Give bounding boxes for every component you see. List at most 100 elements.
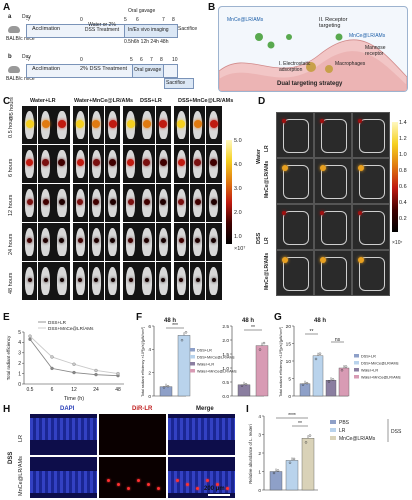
colon-tissue <box>321 119 347 153</box>
bar <box>255 345 269 397</box>
dapi-tissue <box>168 418 235 440</box>
fluorescence-signal <box>108 119 117 128</box>
series-line <box>29 339 119 377</box>
fluorescence-signal <box>210 198 217 205</box>
panel-e-letter: E <box>3 312 10 323</box>
mouse-image <box>88 223 105 261</box>
fluorescence-signal <box>77 198 84 205</box>
panel-a-letter: A <box>3 2 11 13</box>
y-tick-label: 2 <box>258 451 261 457</box>
colon-row-label: MnCe@LR/AMs <box>264 252 270 290</box>
group-header: DSS+MnCe@LR/AMs <box>178 98 234 104</box>
fluorescence-signal <box>178 198 185 205</box>
panel-i-letter: I <box>246 404 249 415</box>
mouse-image <box>123 262 139 300</box>
dir-signal <box>216 483 219 486</box>
fluorescence-signal <box>143 198 150 205</box>
bar <box>159 386 173 397</box>
y-tick-label: 2 <box>18 361 21 367</box>
y-tick-label: 1 <box>18 371 21 377</box>
colon-image <box>276 204 314 250</box>
panel-f-letter: F <box>136 312 143 323</box>
mouse-icon <box>8 26 20 33</box>
fluorescence-signal <box>109 198 116 205</box>
dapi-tissue <box>30 471 97 493</box>
fluorescence-signal <box>210 159 218 166</box>
legend-label: Water+MnCe@LR/AMs <box>361 376 401 380</box>
significance-label: ** <box>251 325 255 331</box>
fluorescence-signal <box>320 119 324 123</box>
y-tick-label: 0 <box>18 382 21 388</box>
row-label-mnce: MnCe@LR/AMs <box>18 456 24 496</box>
data-point <box>272 471 276 475</box>
panel-h-scalebar-label: 200 μm <box>204 486 225 492</box>
mouse-image <box>123 106 139 144</box>
mouse-image <box>139 223 155 261</box>
y-tick-label: 4 <box>148 347 151 353</box>
chart-title: 48 h <box>314 318 326 324</box>
mouse-image <box>38 145 54 183</box>
colon-image <box>352 112 390 158</box>
panel-c-grid <box>22 106 222 306</box>
colon-tissue <box>283 211 309 245</box>
mouse-image <box>139 262 155 300</box>
fluorescence-signal <box>179 277 184 282</box>
mouse-image <box>38 223 54 261</box>
data-point <box>94 368 98 373</box>
mouse-image <box>155 106 171 144</box>
imaging-box-a <box>124 24 178 38</box>
fluorescence-signal <box>78 277 83 282</box>
x-tick-label: 48 <box>115 387 121 393</box>
colon-tissue <box>321 211 347 245</box>
data-point <box>276 469 280 472</box>
dir-signal <box>186 483 189 486</box>
y-axis-label: Relative abundance of L. reuteri <box>248 424 253 483</box>
panel-d-group-water: Water <box>256 148 262 164</box>
mouse-image <box>22 145 38 183</box>
data-point <box>116 371 120 376</box>
data-point <box>308 434 312 437</box>
bar <box>299 383 311 397</box>
fluorescence-signal <box>128 277 133 282</box>
legend-label: LR <box>339 428 346 434</box>
fluorescence-signal <box>161 277 166 282</box>
data-point <box>28 337 32 341</box>
time-row-label: 24 hours <box>8 233 14 255</box>
label-receptor: Mannose receptor <box>365 45 386 57</box>
colon-row-label: MnCe@LR/AMs <box>264 160 270 198</box>
legend-label: Water+LR <box>197 363 214 367</box>
dir-signal <box>157 487 160 490</box>
treatment-a: Water or 2% DSS Treatment <box>84 22 120 33</box>
colon-tissue <box>283 257 309 291</box>
group-header: DSS+LR <box>140 98 162 104</box>
targeting-diagram <box>219 33 407 91</box>
colon-row-label: LR <box>264 145 270 152</box>
fluorescence-signal <box>59 238 65 243</box>
data-point <box>258 348 262 351</box>
colon-image <box>276 158 314 204</box>
legend-swatch <box>354 375 359 379</box>
bar <box>285 460 299 491</box>
y-tick-label: 0.0 <box>222 394 229 400</box>
mouse-image <box>72 106 88 144</box>
colon-image <box>276 250 314 296</box>
mouse-image <box>123 184 139 222</box>
legend-label: DSS+MnCe@LR/AMs <box>48 326 94 331</box>
data-point <box>162 386 166 389</box>
label-step1: I. Electrostatic adsorption <box>279 61 311 73</box>
y-tick-label: 20 <box>286 324 292 330</box>
mouse-image <box>173 106 190 144</box>
fluorescence-signal <box>110 277 115 282</box>
fluorescence-signal <box>127 159 135 166</box>
data-point <box>262 341 266 345</box>
mice-label-b: BALB/c mice <box>6 76 35 82</box>
colon-image <box>314 204 352 250</box>
label-mnce-right: MnCe@LR/AMs <box>349 33 386 39</box>
colon-image <box>352 250 390 296</box>
mouse-image <box>88 184 105 222</box>
fluorescence-signal <box>27 238 33 243</box>
legend-swatch <box>354 361 359 365</box>
col-header-merge: Merge <box>196 406 214 412</box>
fluorescence-signal <box>26 198 33 205</box>
sacrifice-a: Sacrifice <box>178 26 198 32</box>
